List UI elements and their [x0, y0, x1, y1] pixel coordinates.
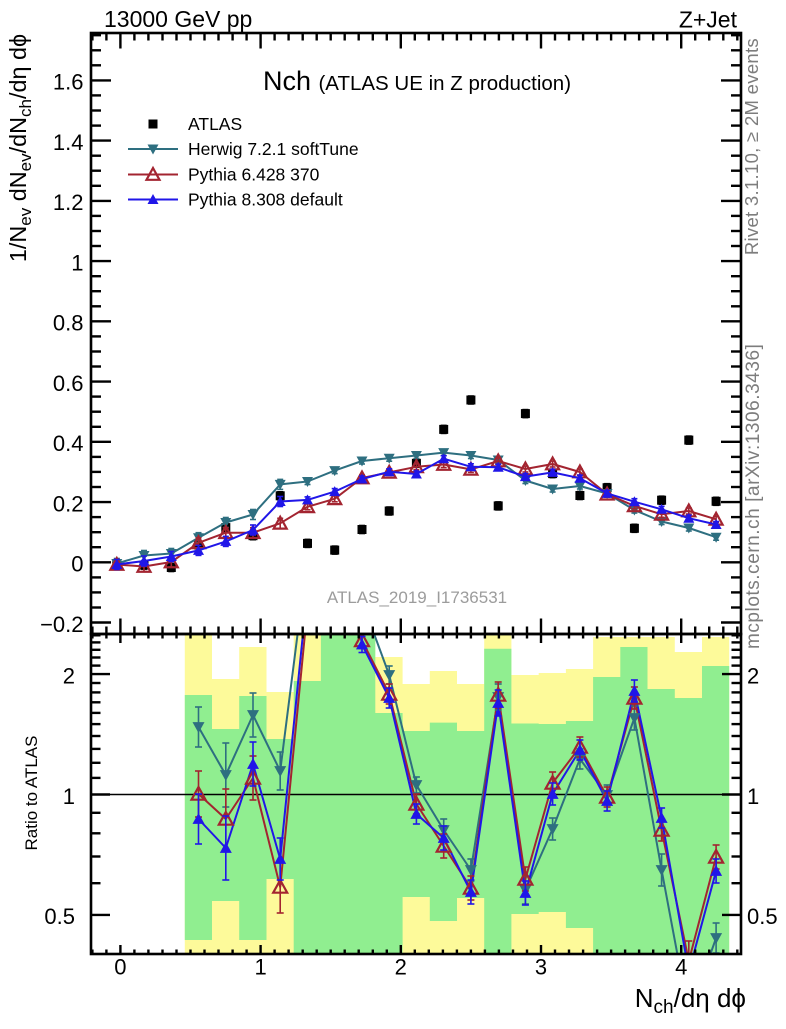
svg-text:Z+Jet: Z+Jet: [679, 7, 738, 33]
svg-text:2: 2: [63, 663, 75, 688]
svg-text:0.2: 0.2: [53, 491, 84, 516]
svg-text:0: 0: [114, 955, 126, 980]
svg-text:Herwig 7.2.1 softTune: Herwig 7.2.1 softTune: [188, 139, 359, 159]
svg-text:2: 2: [395, 955, 407, 980]
svg-text:Nch (ATLAS UE in Z production): Nch (ATLAS UE in Z production): [263, 66, 571, 96]
svg-text:1/Nev dNev/dNch/dη dϕ: 1/Nev dNev/dNch/dη dϕ: [5, 34, 35, 262]
svg-text:ATLAS_2019_I1736531: ATLAS_2019_I1736531: [327, 588, 507, 607]
svg-text:1: 1: [63, 784, 75, 809]
svg-text:13000 GeV pp: 13000 GeV pp: [104, 6, 252, 32]
svg-text:1.4: 1.4: [53, 130, 84, 155]
svg-text:0.5: 0.5: [44, 904, 75, 929]
svg-text:1: 1: [254, 955, 266, 980]
svg-text:0: 0: [71, 552, 83, 577]
svg-text:0.4: 0.4: [53, 431, 84, 456]
svg-text:1.2: 1.2: [53, 190, 84, 215]
svg-text:−0.2: −0.2: [40, 612, 83, 637]
svg-text:0.6: 0.6: [53, 371, 84, 396]
svg-text:2: 2: [747, 663, 759, 688]
svg-text:Pythia 6.428 370: Pythia 6.428 370: [188, 165, 320, 185]
svg-text:Pythia 8.308 default: Pythia 8.308 default: [188, 190, 343, 210]
svg-text:Nch/dη dϕ: Nch/dη dϕ: [635, 983, 746, 1018]
svg-text:mcplots.cern.ch [arXiv:1306.34: mcplots.cern.ch [arXiv:1306.3436]: [743, 344, 764, 649]
svg-text:Ratio to ATLAS: Ratio to ATLAS: [22, 736, 41, 851]
svg-text:Rivet 3.1.10, ≥ 2M events: Rivet 3.1.10, ≥ 2M events: [741, 38, 762, 255]
svg-text:0.5: 0.5: [747, 904, 778, 929]
svg-text:1.6: 1.6: [53, 70, 84, 95]
svg-text:1: 1: [71, 250, 83, 275]
svg-text:1: 1: [747, 784, 759, 809]
svg-text:4: 4: [675, 955, 687, 980]
svg-text:3: 3: [535, 955, 547, 980]
svg-text:ATLAS: ATLAS: [188, 114, 242, 134]
svg-text:0.8: 0.8: [53, 311, 84, 336]
